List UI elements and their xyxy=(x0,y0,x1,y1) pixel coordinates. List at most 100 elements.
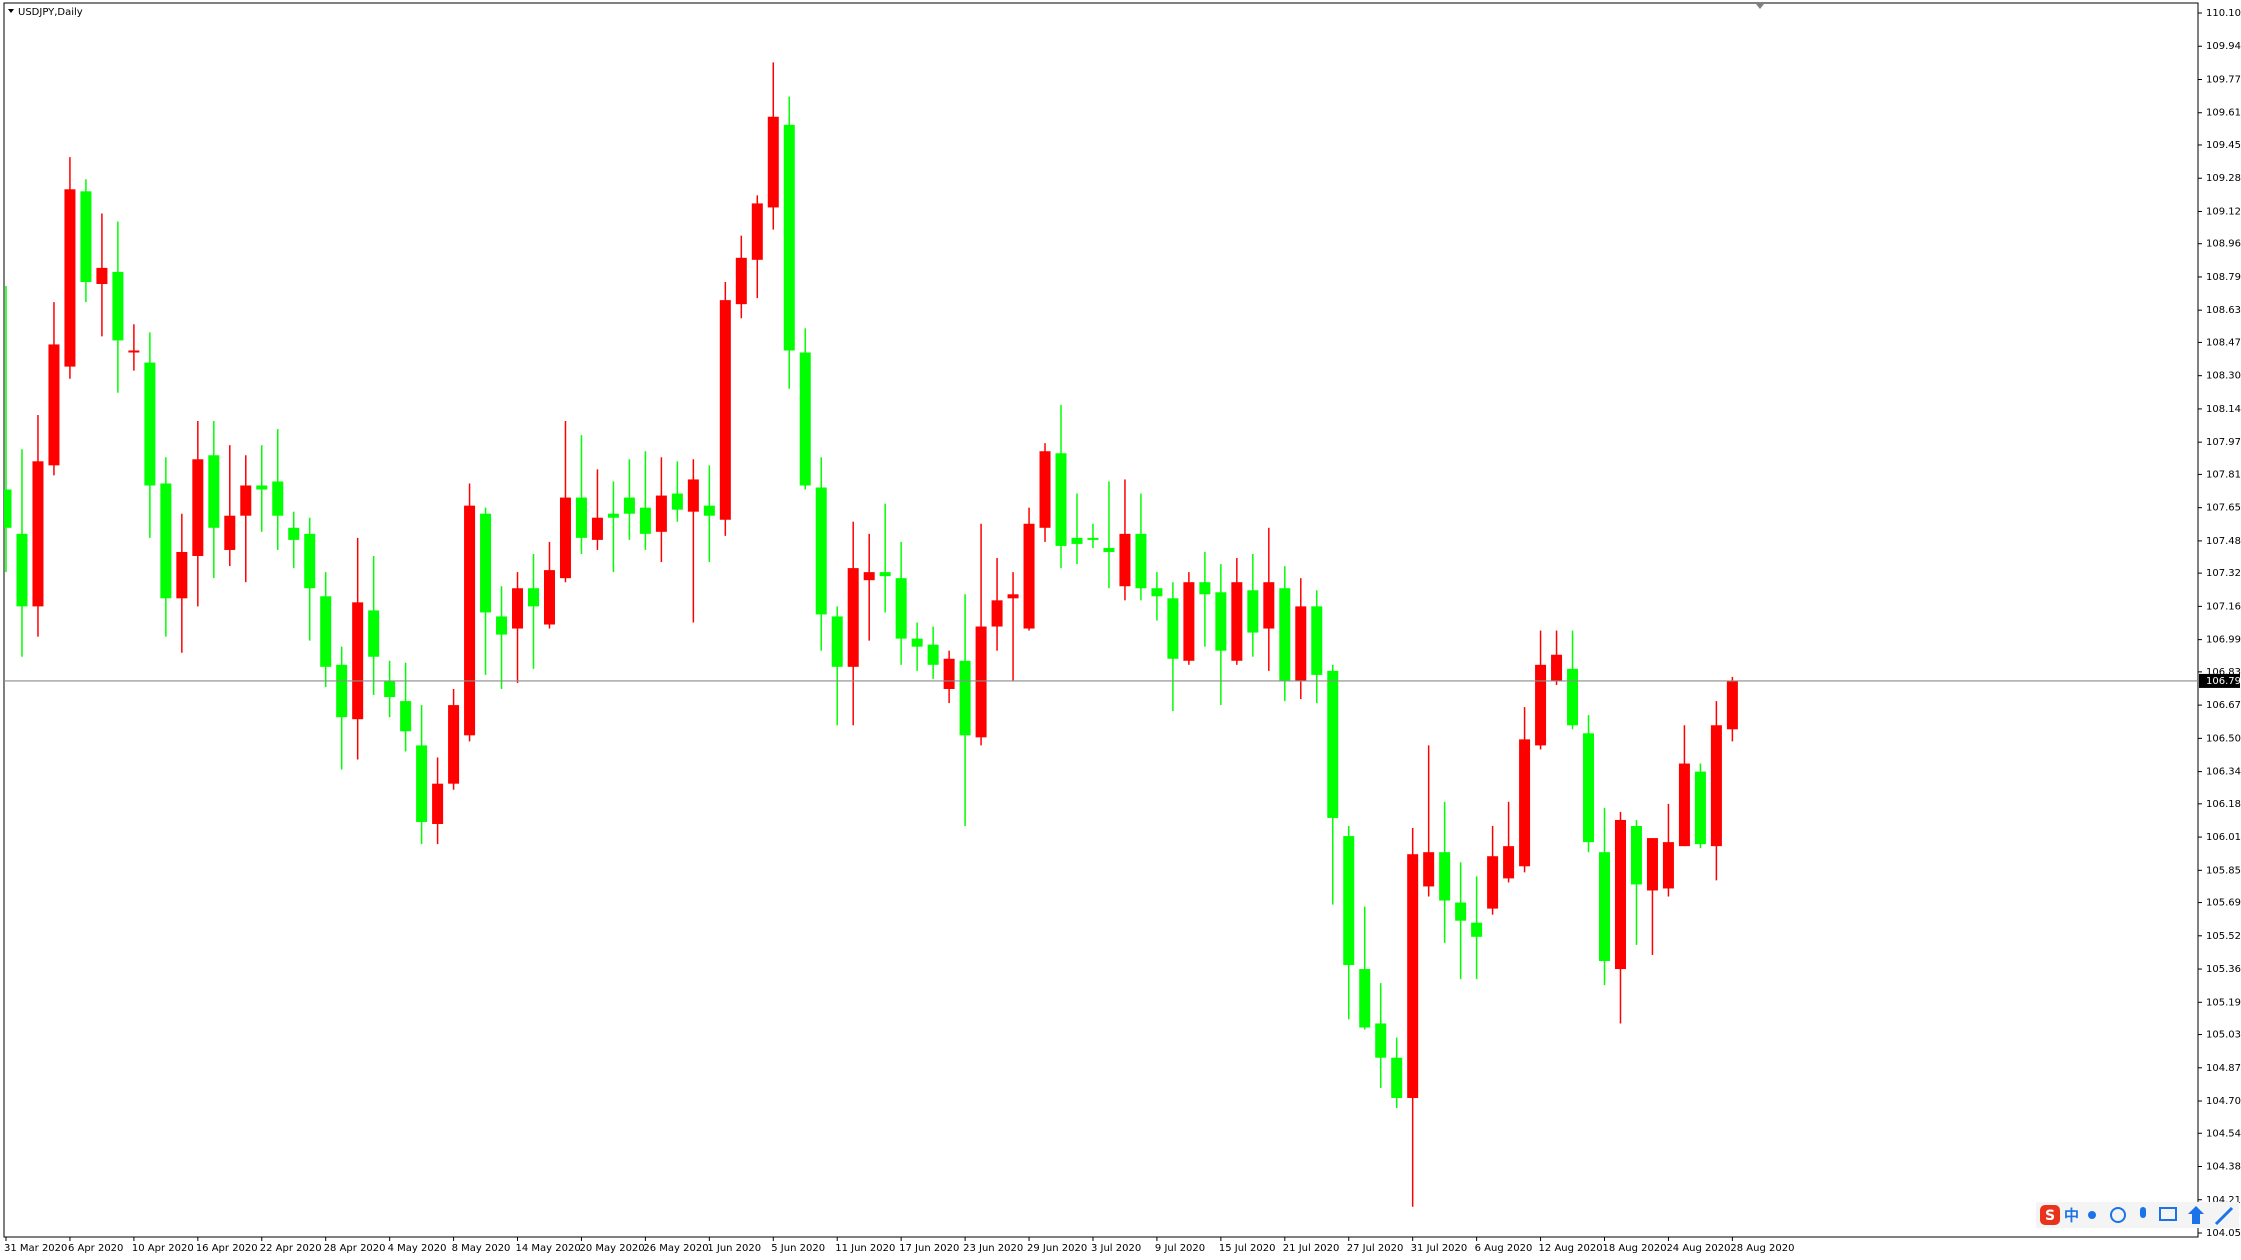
candle-body xyxy=(559,497,571,579)
candle-body xyxy=(432,783,444,824)
y-tick-label: 104.545 xyxy=(2206,1128,2241,1139)
shift-marker[interactable] xyxy=(1756,4,1764,9)
y-tick-label: 106.670 xyxy=(2206,700,2241,711)
candle-body xyxy=(1231,582,1243,661)
candle-body xyxy=(288,527,300,540)
x-tick-label: 17 Jun 2020 xyxy=(899,1243,959,1254)
y-tick-label: 109.450 xyxy=(2206,140,2241,151)
plot-area xyxy=(4,62,2198,1207)
axes: 110.105 109.940 109.775 109.610 109.450 109.2… xyxy=(4,8,2241,1254)
x-tick-label: 16 Apr 2020 xyxy=(196,1243,258,1254)
x-tick-label: 1 Jun 2020 xyxy=(707,1243,761,1254)
candle-body xyxy=(1599,852,1610,961)
candle-body xyxy=(528,588,540,607)
candle-body xyxy=(1423,852,1435,887)
ime-tools[interactable] xyxy=(2214,1206,2234,1226)
y-tick-label: 106.015 xyxy=(2206,832,2241,843)
candle-body xyxy=(304,533,316,589)
x-tick-label: 31 Jul 2020 xyxy=(1411,1243,1468,1254)
ime-mode[interactable]: 中 xyxy=(2064,1207,2079,1225)
candle-body xyxy=(1247,590,1259,633)
x-tick-label: 6 Apr 2020 xyxy=(68,1243,123,1254)
price-label-box xyxy=(2199,673,2240,688)
candle-body xyxy=(639,507,651,534)
candle-body xyxy=(80,191,92,282)
candle-body xyxy=(575,497,587,538)
candle-body xyxy=(1327,670,1339,818)
candle-body xyxy=(751,203,763,260)
x-tick-label: 31 Mar 2020 xyxy=(4,1243,67,1254)
candle-body xyxy=(1551,654,1563,681)
candle-body xyxy=(272,481,284,516)
candle-body xyxy=(240,485,252,516)
candle-body xyxy=(655,495,667,532)
candle-body xyxy=(1279,588,1291,681)
candle-body xyxy=(1678,763,1690,847)
y-tick-label: 106.835 xyxy=(2206,667,2241,678)
candle-body xyxy=(1503,846,1515,879)
candle-body xyxy=(943,658,955,689)
ime-logo[interactable] xyxy=(2040,1205,2060,1225)
candle-body xyxy=(64,189,76,367)
ime-emoji[interactable] xyxy=(2110,1207,2126,1223)
candle-body xyxy=(1391,1057,1403,1099)
y-tick-label: 108.960 xyxy=(2206,239,2241,250)
candle-body xyxy=(1263,582,1275,629)
candle-body xyxy=(879,572,891,577)
candle-body xyxy=(1567,668,1579,726)
candle-body xyxy=(32,461,44,607)
candle-body xyxy=(1135,533,1147,589)
candle-body xyxy=(1167,598,1179,659)
candle-body xyxy=(192,459,204,557)
candle-body xyxy=(1455,902,1467,921)
candle-body xyxy=(1343,836,1355,966)
x-tick-label: 6 Aug 2020 xyxy=(1475,1243,1533,1254)
x-tick-label: 28 Apr 2020 xyxy=(324,1243,386,1254)
ime-keyboard[interactable] xyxy=(2159,1207,2177,1221)
candle-body xyxy=(128,350,140,353)
candle-body xyxy=(256,485,268,490)
candle-body xyxy=(1295,606,1307,681)
y-tick-label: 105.690 xyxy=(2206,898,2241,909)
y-tick-label: 105.525 xyxy=(2206,931,2241,942)
title-marker[interactable] xyxy=(8,9,14,13)
x-tick-label: 29 Jun 2020 xyxy=(1027,1243,1087,1254)
candle-body xyxy=(1439,852,1451,901)
ime-voice[interactable] xyxy=(2140,1207,2146,1218)
y-tick-label: 108.305 xyxy=(2206,371,2241,382)
candle-body xyxy=(48,344,60,466)
x-tick-label: 18 Aug 2020 xyxy=(1603,1243,1667,1254)
y-tick-label: 104.215 xyxy=(2206,1195,2241,1206)
y-tick-label: 109.610 xyxy=(2206,108,2241,119)
candle-body xyxy=(448,705,460,784)
candle-body xyxy=(16,533,28,607)
candle-body xyxy=(1662,842,1674,889)
candle-body xyxy=(1726,680,1738,730)
candle-body xyxy=(384,680,396,698)
candle-body xyxy=(911,638,923,647)
candle-body xyxy=(1151,588,1163,597)
y-tick-label: 104.380 xyxy=(2206,1162,2241,1173)
candle-body xyxy=(1071,537,1083,544)
candle-body xyxy=(1583,733,1595,843)
candle-body xyxy=(847,568,859,667)
x-tick-label: 20 May 2020 xyxy=(579,1243,644,1254)
x-tick-label: 23 Jun 2020 xyxy=(963,1243,1023,1254)
candle-body xyxy=(512,588,524,629)
candle-body xyxy=(352,602,364,720)
ime-punct[interactable] xyxy=(2088,1211,2096,1219)
y-tick-label: 107.975 xyxy=(2206,437,2241,448)
candle-body xyxy=(671,493,683,510)
candle-body xyxy=(1630,825,1642,885)
ime-toolbar[interactable]: S 中 xyxy=(2036,1202,2239,1228)
candle-body xyxy=(4,489,12,528)
candle-body xyxy=(1119,533,1131,587)
y-tick-label: 105.360 xyxy=(2206,964,2241,975)
ime-skin[interactable] xyxy=(2188,1206,2204,1224)
y-tick-label: 107.650 xyxy=(2206,503,2241,514)
candle-body xyxy=(400,701,412,732)
candle-body xyxy=(607,513,619,518)
y-tick-label: 105.035 xyxy=(2206,1030,2241,1041)
candle-body xyxy=(1487,856,1499,909)
candle-body xyxy=(591,517,603,540)
